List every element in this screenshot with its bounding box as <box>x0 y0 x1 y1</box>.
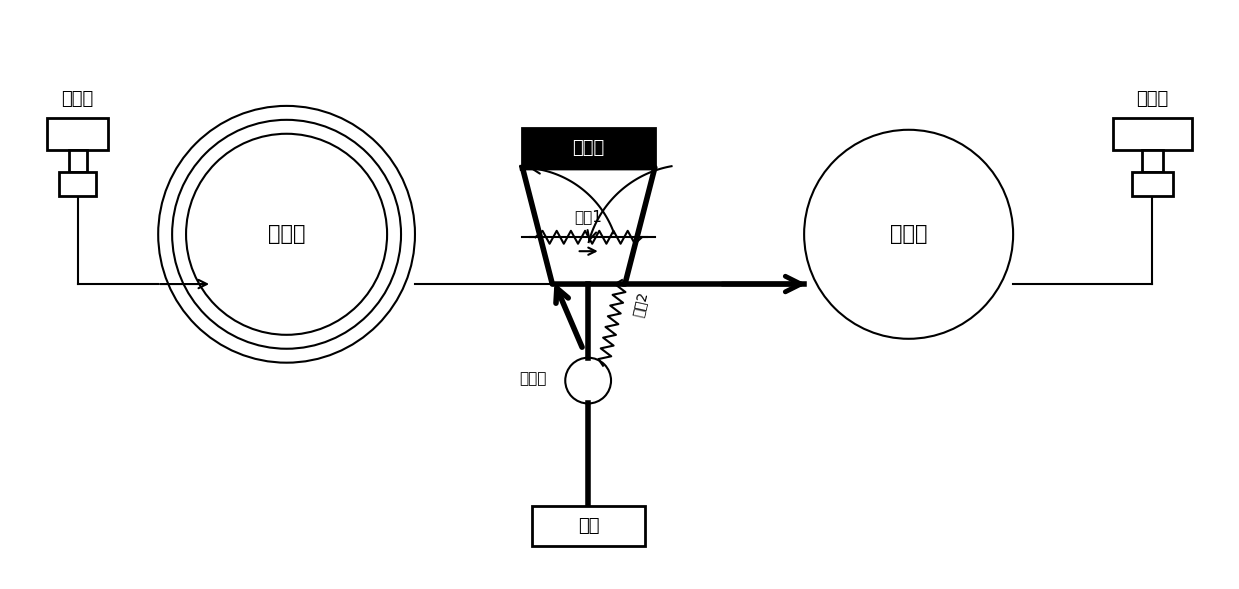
Bar <box>533 506 644 546</box>
Text: 切换阀: 切换阀 <box>519 371 546 386</box>
Text: 气阻1: 气阻1 <box>575 209 602 224</box>
Text: 一维柱: 一维柱 <box>268 224 305 244</box>
Bar <box>68 150 87 171</box>
Text: 检测器: 检测器 <box>1136 90 1168 108</box>
Text: 调制器: 调制器 <box>572 138 605 157</box>
Bar <box>523 128 655 168</box>
Bar <box>1131 171 1173 197</box>
Text: 进样口: 进样口 <box>62 90 94 108</box>
Text: 补气: 补气 <box>577 517 600 535</box>
Bar <box>47 118 109 150</box>
Bar <box>1113 118 1192 150</box>
Text: 气阻2: 气阻2 <box>631 290 649 318</box>
Bar <box>1141 150 1163 171</box>
Text: 二维柱: 二维柱 <box>890 224 927 244</box>
Bar <box>58 171 97 197</box>
